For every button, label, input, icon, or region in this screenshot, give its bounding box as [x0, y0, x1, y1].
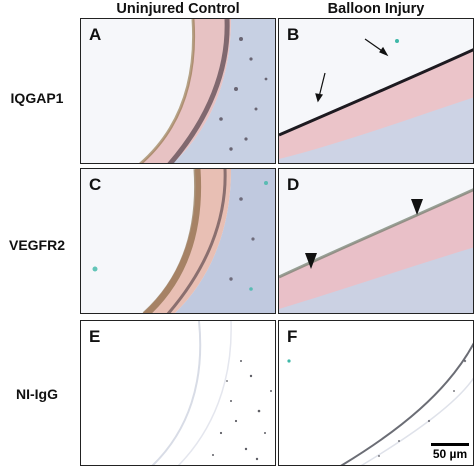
panel-f-micrograph: F 50 µm: [278, 320, 474, 466]
panel-e-image: [81, 321, 275, 465]
panel-d-image: [279, 169, 473, 313]
panel-e-label: E: [89, 327, 101, 346]
row-label-ni-igg: NI-IgG: [16, 386, 58, 402]
scale-bar: 50 µm: [431, 443, 469, 461]
column-header-balloon-injury: Balloon Injury: [327, 1, 425, 17]
scale-bar-line: [431, 443, 469, 446]
panel-a-label: A: [89, 25, 102, 44]
panel-b-image: [279, 19, 473, 163]
panel-b-micrograph: B: [278, 18, 474, 164]
panel-b-label: B: [287, 25, 300, 44]
panel-a-micrograph: A: [80, 18, 276, 164]
panel-f-image: [279, 321, 473, 465]
column-header-uninjured-control: Uninjured Control: [116, 1, 240, 17]
panel-d-label: D: [287, 175, 300, 194]
row-label-vegfr2: VEGFR2: [8, 237, 65, 253]
panel-d-micrograph: D: [278, 168, 474, 314]
panel-f-label: F: [287, 327, 298, 346]
panel-a-image: [81, 19, 275, 163]
panel-c-image: [81, 169, 275, 313]
row-label-iqgap1: IQGAP1: [10, 90, 64, 106]
panel-c-micrograph: C: [80, 168, 276, 314]
panel-c-label: C: [89, 175, 102, 194]
panel-e-micrograph: E: [80, 320, 276, 466]
scale-bar-label: 50 µm: [432, 447, 468, 461]
